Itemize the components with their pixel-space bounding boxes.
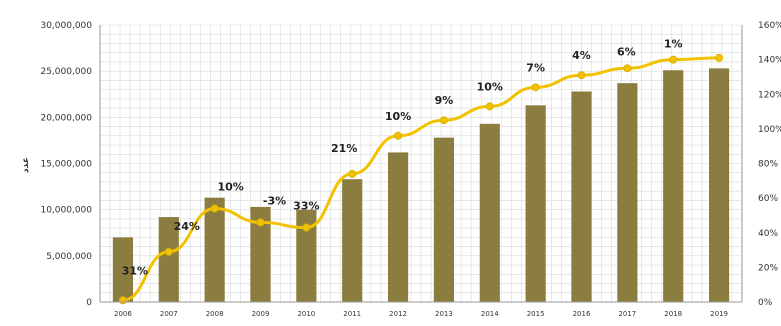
y2-tick-label: 80%: [758, 160, 778, 170]
y-tick-label: 15,000,000: [40, 160, 92, 170]
data-label: 10%: [477, 80, 503, 93]
y-tick-label: 20,000,000: [40, 113, 92, 123]
data-label: 24%: [174, 220, 200, 233]
bar-series: [112, 68, 730, 303]
x-tick-label: 2006: [114, 310, 132, 318]
line-series: 31% 24% 10% -3% 33% 21% 10% 9% 10% 7% 4% 6% 1%: [118, 38, 724, 305]
line-point: [256, 218, 265, 227]
x-tick-label: 2019: [710, 310, 728, 318]
bar: [433, 137, 455, 302]
y2-tick-label: 60%: [758, 194, 778, 204]
data-label: 10%: [217, 181, 243, 194]
bar: [158, 217, 179, 302]
line-point: [439, 116, 448, 125]
x-tick-label: 2008: [206, 310, 224, 318]
line-point: [485, 102, 494, 111]
line-point: [118, 296, 127, 305]
line-point: [715, 53, 724, 62]
bar: [708, 68, 730, 302]
y-axis-label: عدد: [21, 157, 31, 173]
data-label: -3%: [263, 194, 286, 207]
bar: [525, 105, 546, 302]
y2-tick-label: 160%: [758, 21, 781, 31]
data-label: 6%: [617, 45, 636, 58]
x-tick-label: 2017: [618, 310, 636, 318]
data-label: 7%: [526, 61, 545, 74]
x-tick-label: 2011: [343, 310, 361, 318]
data-label: 31%: [122, 264, 148, 277]
y-tick-label: 5,000,000: [46, 252, 92, 262]
y2-tick-label: 120%: [758, 90, 781, 100]
line-point: [348, 169, 357, 178]
x-tick-label: 2007: [160, 310, 178, 318]
bar: [204, 197, 225, 302]
data-label: 21%: [331, 142, 357, 155]
line-point: [669, 55, 678, 64]
data-label: 10%: [385, 110, 411, 123]
line-point: [577, 71, 586, 80]
x-tick-label: 2015: [527, 310, 545, 318]
data-label: 33%: [293, 200, 319, 213]
line-point: [531, 83, 540, 92]
bar: [617, 83, 638, 302]
y-tick-label: 30,000,000: [40, 21, 92, 31]
bar: [571, 91, 592, 302]
x-tick-label: 2014: [481, 310, 499, 318]
y2-tick-label: 20%: [758, 263, 778, 273]
axes: 0 5,000,000 10,000,000 15,000,000 20,000,000…: [40, 21, 781, 318]
y2-tick-label: 0%: [758, 298, 773, 308]
bar: [387, 152, 409, 302]
data-label: 9%: [435, 94, 454, 107]
bar: [296, 209, 317, 302]
y2-tick-label: 40%: [758, 229, 778, 239]
x-tick-label: 2016: [573, 310, 591, 318]
line-point: [210, 204, 219, 213]
x-tick-label: 2013: [435, 310, 453, 318]
x-tick-label: 2012: [389, 310, 407, 318]
x-tick-label: 2010: [297, 310, 315, 318]
bar: [112, 237, 134, 302]
y-tick-label: 25,000,000: [40, 67, 92, 77]
bar: [250, 206, 271, 302]
y2-tick-label: 140%: [758, 56, 781, 66]
line-point: [394, 131, 403, 140]
line-point: [623, 64, 632, 73]
x-tick-label: 2018: [664, 310, 682, 318]
y2-tick-label: 100%: [758, 125, 781, 135]
line-point: [302, 223, 311, 232]
data-label: 4%: [572, 49, 591, 62]
bar: [663, 70, 684, 302]
line-point: [164, 247, 173, 256]
y-tick-label: 0: [86, 298, 92, 308]
data-label: 1%: [664, 38, 683, 51]
bar: [342, 179, 363, 302]
x-tick-label: 2009: [252, 310, 270, 318]
bar: [479, 123, 500, 303]
y-tick-label: 10,000,000: [40, 206, 92, 216]
